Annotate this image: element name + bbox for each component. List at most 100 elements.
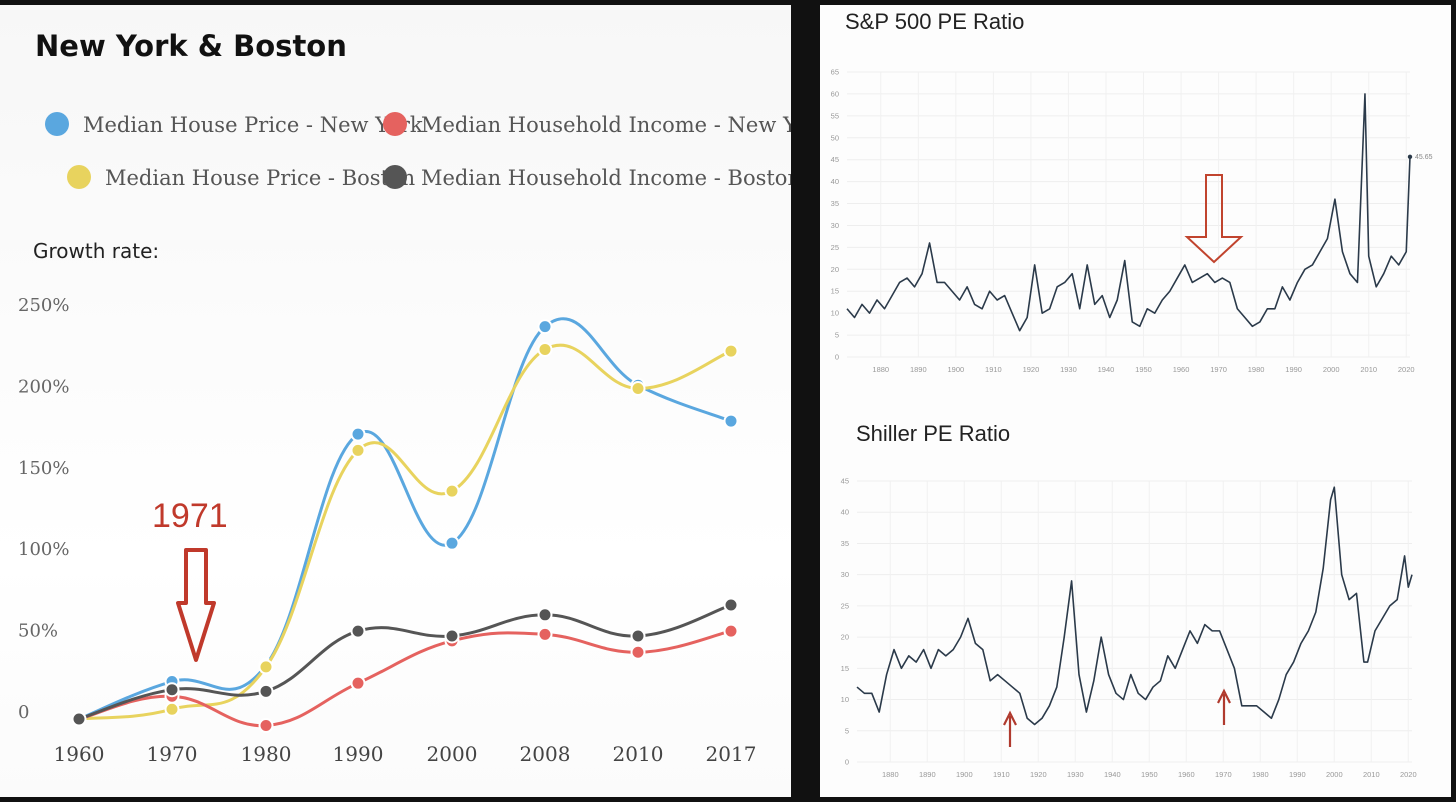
data-point-median-house-price-new-york [723, 413, 739, 429]
data-point-median-house-price-boston [630, 381, 646, 397]
y-tick-label: 200% [18, 376, 69, 397]
series-line-median-house-price-new-york [78, 317, 732, 721]
sp500-y-axis: 0 5 10 15 20 25 30 35 40 45 50 55 60 65 [831, 68, 839, 362]
legend-marker-ny-income [383, 112, 407, 136]
y-tick-label: 10 [841, 695, 849, 704]
y-tick-label: 25 [841, 601, 849, 610]
series-line [846, 93, 1411, 332]
data-point-median-household-income-boston [71, 711, 87, 727]
y-tick-label: 40 [841, 508, 849, 517]
x-tick-label: 1950 [1135, 365, 1152, 374]
x-tick-label: 1880 [882, 770, 899, 779]
y-tick-label: 35 [841, 539, 849, 548]
data-point-median-household-income-boston [630, 628, 646, 644]
data-point-median-household-income-boston [350, 623, 366, 639]
x-tick-label: 2010 [1363, 770, 1380, 779]
left-chart-panel: New York & Boston Median House Price - N… [0, 5, 791, 797]
x-tick-label: 1970 [147, 742, 198, 766]
data-point-median-household-income-boston [723, 597, 739, 613]
y-tick-label: 40 [831, 177, 839, 186]
x-tick-label: 1920 [1023, 365, 1040, 374]
y-axis-label: Growth rate: [33, 239, 159, 263]
shiller-chart-title: Shiller PE Ratio [856, 421, 1010, 446]
data-point-median-house-price-new-york [350, 426, 366, 442]
sp500-last-value-label: 45.65 [1415, 154, 1433, 161]
y-tick-label: 10 [831, 309, 839, 318]
y-tick-label: 25 [831, 243, 839, 252]
data-point-median-household-income-boston [444, 628, 460, 644]
y-axis: 0 50% 100% 150% 200% 250% [18, 295, 69, 723]
plot-area [71, 317, 739, 734]
legend: Median House Price - New York Median Hou… [45, 112, 791, 190]
pe-ratio-charts: S&P 500 PE Ratio 05101520253035404550556… [831, 9, 1433, 779]
x-tick-label: 1950 [1141, 770, 1158, 779]
up-arrow-icon [1003, 710, 1017, 747]
data-point-median-household-income-boston [537, 607, 553, 623]
data-point-median-household-income-boston [164, 682, 180, 698]
series-line-median-household-income-new-york [78, 629, 732, 728]
x-tick-label: 1970 [1215, 770, 1232, 779]
y-tick-label: 30 [841, 570, 849, 579]
legend-label-ny-income: Median Household Income - New York [421, 113, 791, 137]
y-tick-label: 65 [831, 68, 839, 77]
y-tick-label: 60 [831, 89, 839, 98]
data-point-median-house-price-boston [258, 659, 274, 675]
data-point-median-house-price-boston [350, 442, 366, 458]
up-arrow-icon [1217, 688, 1231, 725]
series-line [856, 486, 1413, 726]
x-tick-label: 1990 [1285, 365, 1302, 374]
sp500-x-axis: 1880 1890 1900 1910 1920 1930 1940 1950 1960 1970… [872, 365, 1414, 374]
x-tick-label: 1940 [1098, 365, 1115, 374]
sp500-chart-title: S&P 500 PE Ratio [845, 9, 1024, 34]
data-point-median-household-income-new-york [630, 644, 646, 660]
x-tick-label: 1940 [1104, 770, 1121, 779]
y-tick-label: 150% [18, 458, 69, 479]
y-tick-label: 100% [18, 539, 69, 560]
shiller-plot-area [856, 486, 1413, 726]
legend-marker-ny-house [45, 112, 69, 136]
x-tick-label: 2010 [1360, 365, 1377, 374]
series-line-median-household-income-boston [78, 603, 732, 721]
x-tick-label: 1960 [1173, 365, 1190, 374]
legend-label-boston-income: Median Household Income - Boston [421, 166, 791, 190]
x-tick-label: 1890 [910, 365, 927, 374]
down-arrow-icon [1184, 174, 1244, 264]
x-tick-label: 2000 [427, 742, 478, 766]
y-tick-label: 0 [18, 702, 29, 723]
data-point-median-household-income-boston [258, 683, 274, 699]
y-tick-label: 45 [841, 477, 849, 486]
down-arrow-icon [176, 548, 216, 662]
y-tick-label: 50 [831, 133, 839, 142]
data-point-median-household-income-new-york [537, 626, 553, 642]
y-tick-label: 250% [18, 295, 69, 316]
shiller-annotations [1003, 688, 1231, 747]
legend-label-boston-house: Median House Price - Boston [105, 166, 415, 190]
y-tick-label: 0 [845, 758, 849, 767]
data-point-median-house-price-boston [164, 701, 180, 717]
x-tick-label: 1980 [241, 742, 292, 766]
shiller-grid [857, 480, 1412, 763]
x-tick-label: 1930 [1067, 770, 1084, 779]
shiller-y-axis: 0 5 10 15 20 25 30 35 40 45 [841, 477, 849, 767]
annotation-label: 1971 [152, 497, 228, 535]
data-point-median-house-price-boston [444, 483, 460, 499]
x-tick-label: 1980 [1248, 365, 1265, 374]
legend-marker-boston-house [67, 165, 91, 189]
x-tick-label: 1900 [948, 365, 965, 374]
data-point-median-house-price-boston [537, 341, 553, 357]
sp500-plot-area [846, 93, 1413, 332]
x-tick-label: 2017 [706, 742, 757, 766]
x-tick-label: 1990 [333, 742, 384, 766]
annotation-1971: 1971 [152, 497, 228, 662]
x-axis: 1960 1970 1980 1990 2000 2008 2010 2017 [54, 742, 757, 766]
x-tick-label: 2020 [1400, 770, 1417, 779]
x-tick-label: 1900 [956, 770, 973, 779]
y-tick-label: 15 [831, 287, 839, 296]
x-tick-label: 1910 [985, 365, 1002, 374]
x-tick-label: 2010 [613, 742, 664, 766]
legend-marker-boston-income [383, 165, 407, 189]
x-tick-label: 1990 [1289, 770, 1306, 779]
data-point-median-household-income-new-york [350, 675, 366, 691]
x-tick-label: 1960 [1178, 770, 1195, 779]
x-tick-label: 2000 [1326, 770, 1343, 779]
